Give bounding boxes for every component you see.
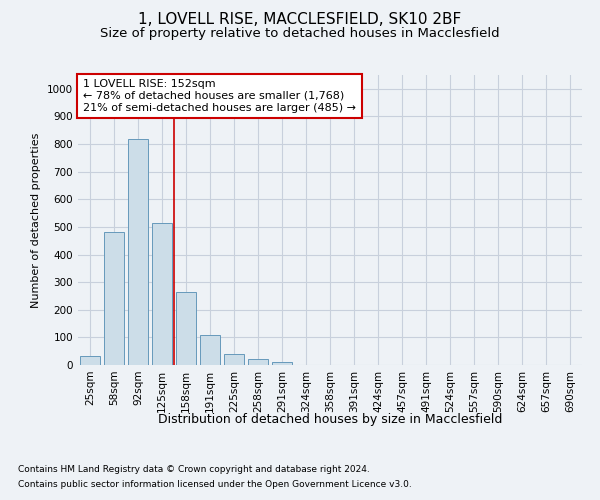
Text: Size of property relative to detached houses in Macclesfield: Size of property relative to detached ho… [100, 28, 500, 40]
Bar [248, 360, 268, 365]
Bar [152, 223, 172, 365]
Text: Distribution of detached houses by size in Macclesfield: Distribution of detached houses by size … [158, 412, 502, 426]
Y-axis label: Number of detached properties: Number of detached properties [31, 132, 41, 308]
Bar [200, 334, 220, 365]
Text: 1 LOVELL RISE: 152sqm
← 78% of detached houses are smaller (1,768)
21% of semi-d: 1 LOVELL RISE: 152sqm ← 78% of detached … [83, 80, 356, 112]
Bar [176, 292, 196, 365]
Text: Contains public sector information licensed under the Open Government Licence v3: Contains public sector information licen… [18, 480, 412, 489]
Text: Contains HM Land Registry data © Crown copyright and database right 2024.: Contains HM Land Registry data © Crown c… [18, 465, 370, 474]
Bar [128, 138, 148, 365]
Bar [104, 232, 124, 365]
Bar [272, 362, 292, 365]
Bar [224, 354, 244, 365]
Bar [80, 356, 100, 365]
Text: 1, LOVELL RISE, MACCLESFIELD, SK10 2BF: 1, LOVELL RISE, MACCLESFIELD, SK10 2BF [139, 12, 461, 28]
